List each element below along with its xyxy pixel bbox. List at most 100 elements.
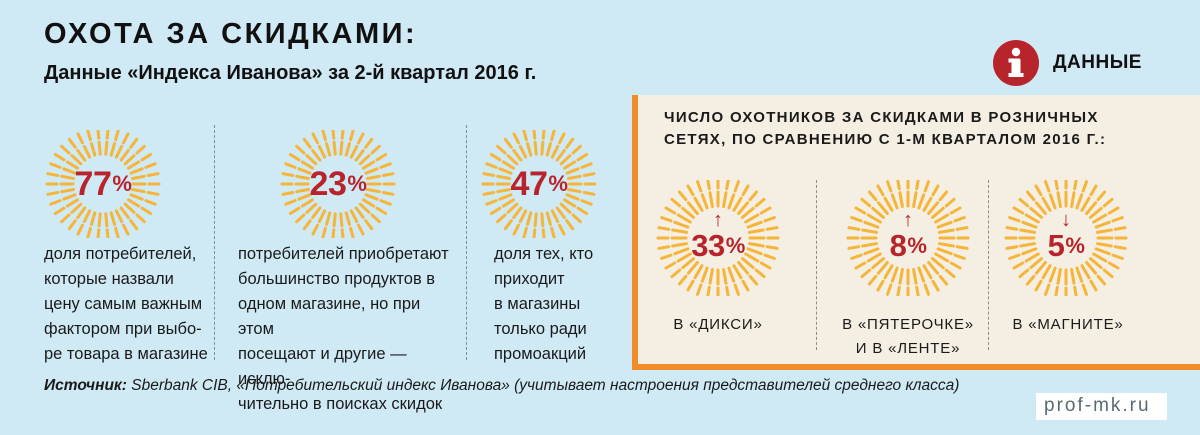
source-note: Источник: Sberbank CIB, «Потребительский…: [44, 377, 959, 395]
sunburst-ray: [331, 228, 336, 238]
sunburst-ray: [700, 193, 709, 210]
panel-title-line: СЕТЯХ, ПО СРАВНЕНИЮ С 1-М КВАРТАЛОМ 2016…: [664, 131, 1107, 148]
sunburst-ray: [863, 220, 880, 229]
sunburst-ray: [131, 188, 146, 194]
sunburst-ray: [60, 213, 71, 224]
sunburst-ray: [927, 261, 940, 275]
sunburst-ray: [686, 261, 699, 275]
sunburst-ray: [876, 261, 889, 275]
sunburst-ray: [1005, 226, 1019, 231]
chain-percent: 8%: [846, 188, 970, 304]
infographic-title: ОХОТА ЗА СКИДКАМИ:: [44, 18, 418, 50]
sunburst-ray: [931, 279, 940, 292]
sunburst-ray: [1054, 177, 1059, 191]
chain-label-line: И В «ЛЕНТЕ»: [855, 340, 961, 357]
sunburst-ray: [122, 132, 130, 145]
sunburst-ray: [580, 199, 593, 206]
sunburst-ray: [861, 228, 878, 234]
sunburst-ray: [681, 206, 695, 219]
sunburst-ray: [955, 245, 969, 250]
sunburst-ray: [725, 285, 730, 299]
source-text: Sberbank CIB, «Потребительский индекс Ив…: [126, 377, 960, 394]
sunburst-ray: [518, 144, 528, 159]
sunburst-ray: [349, 144, 359, 159]
stat-burst-2: 23%: [279, 130, 397, 238]
description-line: чительно в поисках скидок: [238, 395, 443, 413]
sunburst-ray: [295, 188, 310, 194]
chain-label-line: В «ПЯТЕРОЧКЕ»: [842, 316, 974, 333]
sunburst-ray: [506, 154, 519, 166]
sunburst-ray: [281, 172, 295, 177]
sunburst-ray: [860, 268, 872, 279]
sunburst-ray: [863, 247, 880, 256]
sunburst-ray: [938, 228, 955, 234]
panel-title: ЧИСЛО ОХОТНИКОВ ЗА СКИДКАМИ В РОЗНИЧНЫХ …: [664, 107, 1184, 151]
sunburst-ray: [1073, 285, 1078, 299]
retail-chains-panel: ЧИСЛО ОХОТНИКОВ ЗА СКИДКАМИ В РОЗНИЧНЫХ …: [632, 95, 1200, 370]
sunburst-ray: [489, 206, 502, 215]
chain-stat-pyaterochka-lenta: ↑ 8%: [846, 176, 970, 300]
column-divider: [816, 180, 817, 350]
description-line: фактором при выбо-: [44, 320, 202, 338]
sunburst-ray: [1075, 193, 1084, 210]
sunburst-ray: [305, 154, 318, 166]
sunburst-ray: [866, 252, 882, 263]
sunburst-decoration: [846, 176, 970, 300]
sunburst-ray: [104, 212, 109, 228]
sunburst-ray: [744, 252, 760, 263]
sunburst-ray: [917, 193, 926, 210]
sunburst-ray: [1092, 213, 1108, 224]
sunburst-ray: [311, 223, 319, 236]
sunburst-ray: [370, 144, 381, 155]
chain-value: 5: [1047, 228, 1065, 263]
sunburst-ray: [934, 252, 950, 263]
sunburst-ray: [1034, 201, 1047, 215]
description-line: большинство продуктов в: [238, 270, 436, 288]
stat-burst-1: 77%: [44, 130, 162, 238]
sunburst-ray: [673, 220, 690, 229]
sunburst-ray: [748, 242, 765, 248]
sunburst-ray: [96, 228, 101, 238]
sunburst-ray: [1029, 257, 1043, 270]
sunburst-ray: [744, 213, 760, 224]
sunburst-ray: [898, 268, 904, 285]
sunburst-ray: [883, 264, 894, 280]
sunburst-ray: [567, 188, 582, 194]
percent-sign: %: [1065, 233, 1085, 258]
sunburst-ray: [67, 137, 77, 149]
description-line: только ради: [494, 320, 587, 338]
sunburst-ray: [555, 149, 566, 162]
sunburst-ray: [727, 266, 736, 283]
sunburst-ray: [364, 219, 374, 231]
sunburst-ray: [558, 132, 566, 145]
sunburst-ray: [295, 213, 306, 224]
sunburst-ray: [854, 261, 867, 270]
sunburst-ray: [700, 266, 709, 283]
sunburst-ray: [931, 257, 945, 270]
sunburst-ray: [582, 191, 596, 196]
sunburst-ray: [886, 180, 893, 193]
sunburst-ray: [670, 268, 682, 279]
sunburst-ray: [931, 206, 945, 219]
sunburst-ray: [1089, 279, 1098, 292]
sunburst-ray: [1012, 261, 1025, 270]
sunburst-ray: [331, 130, 336, 140]
sunburst-ray: [146, 191, 160, 196]
sunburst-ray: [1041, 264, 1052, 280]
sunburst-ray: [890, 193, 899, 210]
sunburst-ray: [867, 190, 878, 202]
sunburst-ray: [748, 228, 765, 234]
sunburst-ray: [1096, 190, 1107, 202]
sunburst-ray: [1025, 190, 1036, 202]
sunburst-ray: [1085, 201, 1098, 215]
sunburst-ray: [563, 160, 577, 170]
sunburst-ray: [104, 140, 109, 156]
description-line: которые назвали: [44, 270, 174, 288]
sunburst-ray: [532, 130, 537, 140]
sunburst-ray: [657, 245, 671, 250]
sunburst-ray: [114, 130, 120, 142]
sunburst-ray: [1018, 197, 1030, 208]
stat-value: 47: [510, 164, 548, 203]
sunburst-ray: [86, 130, 92, 142]
sunburst-ray: [288, 153, 301, 162]
